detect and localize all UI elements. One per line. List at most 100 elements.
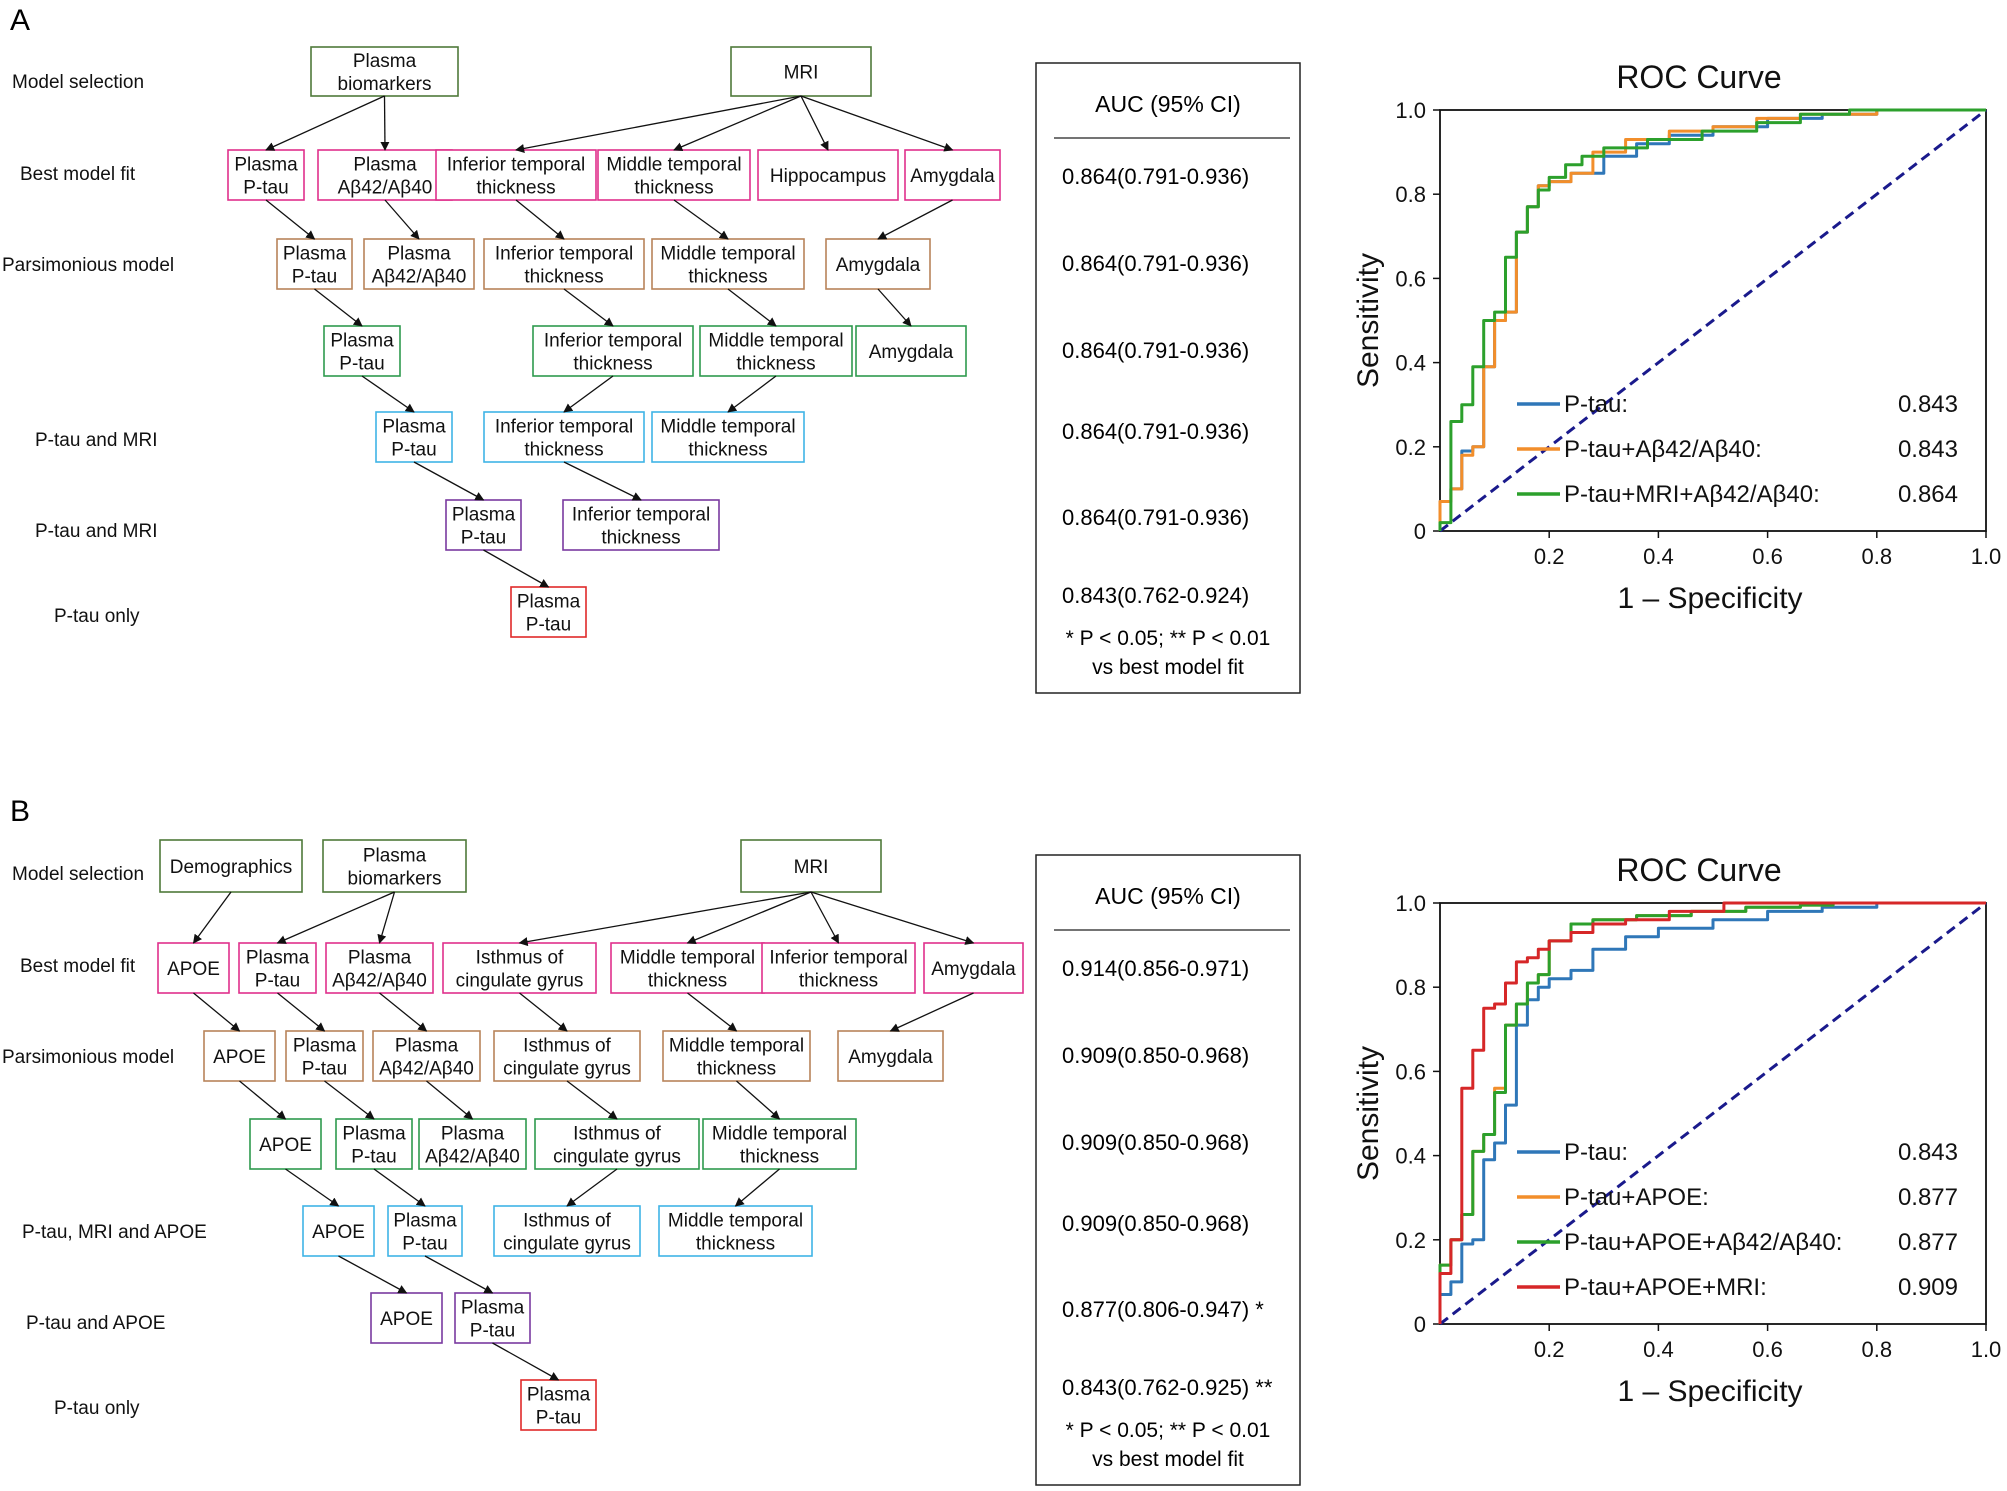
- flow-arrow: [736, 1080, 781, 1120]
- flow-arrow: [727, 288, 777, 327]
- flow-arrow: [686, 891, 812, 945]
- flow-node-label: Aβ42/Aβ40: [425, 1147, 520, 1168]
- flow-node: Amygdala: [904, 149, 1001, 201]
- flow-arrow: [265, 199, 316, 240]
- flow-node-label: P-tau: [302, 1059, 347, 1080]
- auc-row: 0.914(0.856-0.971): [1062, 956, 1249, 981]
- legend-auc: 0.877: [1898, 1229, 1958, 1256]
- legend-label: P-tau+APOE+Aβ42/Aβ40:: [1564, 1229, 1842, 1256]
- auc-row: 0.864(0.791-0.936): [1062, 419, 1249, 444]
- flow-node: Demographics: [159, 839, 303, 893]
- flow-node-label: Plasma: [283, 244, 347, 265]
- roc-series-line: [1438, 108, 1986, 531]
- roc-chart-a: ROC Curve 0 0.2 0.4 0.6 0.8 1.0 0.2 0.4 0.6 0.8 1.0…: [1352, 59, 2001, 615]
- roc-chart-b: ROC Curve 0 0.2 0.4 0.6 0.8 1.0 0.2 0.4 0.6 0.8 1.0…: [1352, 852, 2001, 1408]
- flow-node-box: [418, 1118, 527, 1170]
- flow-node-label: thickness: [573, 354, 652, 375]
- flow-node-box: [651, 238, 805, 290]
- legend-auc: 0.864: [1898, 481, 1958, 508]
- y-tick-label: 1.0: [1395, 891, 1426, 916]
- flow-node: APOE: [203, 1030, 276, 1082]
- flow-node-label: Plasma: [363, 846, 427, 867]
- flow-node-label: Aβ42/Aβ40: [332, 971, 427, 992]
- flow-node-label: Aβ42/Aβ40: [372, 267, 467, 288]
- flow-arrow: [877, 288, 912, 327]
- auc-header: AUC (95% CI): [1095, 883, 1241, 909]
- flow-arrow: [361, 375, 415, 413]
- auc-row: 0.909(0.850-0.968): [1062, 1130, 1249, 1155]
- flow-node-label: thickness: [740, 1147, 819, 1168]
- flow-node-box: [454, 1292, 531, 1344]
- flow-node-label: Inferior temporal: [495, 244, 633, 265]
- roc-series-line: [1438, 901, 1986, 1324]
- flow-arrow: [800, 95, 829, 151]
- flow-arrow: [192, 891, 232, 944]
- flow-node-label: thickness: [688, 440, 767, 461]
- plot-frame: [1439, 109, 1987, 532]
- auc-row: 0.864(0.791-0.936): [1062, 251, 1249, 276]
- flow-node-box: [662, 1030, 811, 1082]
- row-labels-a: Model selection Best model fit Parsimoni…: [2, 72, 174, 627]
- roc-series-line: [1438, 901, 1986, 1324]
- auc-header: AUC (95% CI): [1095, 91, 1241, 117]
- flow-arrow: [276, 891, 395, 944]
- flow-node-box: [363, 238, 475, 290]
- flow-node-label: biomarkers: [338, 74, 432, 95]
- flow-node-label: Plasma: [348, 948, 412, 969]
- x-tick-label: 1.0: [1971, 544, 2002, 569]
- flow-arrow: [566, 1080, 618, 1120]
- y-tick-label: 0.6: [1395, 266, 1426, 291]
- flow-arrow: [518, 891, 812, 947]
- row-label-step5: P-tau and APOE: [26, 1313, 165, 1334]
- auc-row: 0.864(0.791-0.936): [1062, 164, 1249, 189]
- flow-node-label: P-tau: [402, 1234, 447, 1255]
- flow-arrow: [673, 199, 729, 240]
- row-label-ptau-only: P-tau only: [54, 606, 140, 627]
- flow-node-label: thickness: [799, 971, 878, 992]
- flow-node-label: Plasma: [452, 505, 516, 526]
- y-tick-label: 0: [1414, 1312, 1426, 1337]
- flow-node-label: Middle temporal: [660, 244, 795, 265]
- flow-node: APOE: [157, 942, 230, 994]
- flow-node-label: Plasma: [387, 244, 451, 265]
- flow-node-label: Aβ42/Aβ40: [379, 1059, 474, 1080]
- flow-node-label: Plasma: [395, 1036, 459, 1057]
- y-tick-label: 0: [1414, 519, 1426, 544]
- y-axis-label: Sensitivity: [1352, 253, 1385, 388]
- flow-node-label: Inferior temporal: [769, 948, 907, 969]
- flow-arrow: [515, 199, 565, 240]
- flow-arrow: [566, 1168, 618, 1207]
- flow-node-box: [699, 325, 853, 377]
- flow-arrow: [673, 95, 802, 151]
- flow-node-label: thickness: [688, 267, 767, 288]
- auc-table-border: [1035, 62, 1301, 694]
- flow-node-label: Hippocampus: [770, 166, 886, 187]
- legend-label: P-tau:: [1564, 391, 1628, 418]
- legend-entry: P-tau+APOE: 0.877: [1517, 1184, 1958, 1211]
- reference-diagonal: [1439, 108, 1987, 533]
- flow-node: MRI: [730, 46, 872, 97]
- flow-node-label: Isthmus of: [476, 948, 564, 969]
- flow-node-box: [445, 499, 522, 551]
- legend-auc: 0.843: [1898, 1139, 1958, 1166]
- flow-arrow: [426, 1080, 474, 1120]
- flow-arrow: [277, 992, 326, 1032]
- flow-node: Hippocampus: [757, 149, 899, 201]
- row-label-parsimonious: Parsimonious model: [2, 1047, 174, 1068]
- flow-node-label: Plasma: [353, 51, 417, 72]
- flow-node-label: Amygdala: [931, 959, 1016, 980]
- flow-arrow: [563, 461, 642, 501]
- flow-node-label: cingulate gyrus: [456, 971, 584, 992]
- flow-node-label: APOE: [213, 1047, 266, 1068]
- flow-node-label: thickness: [524, 267, 603, 288]
- flow-node-label: Inferior temporal: [495, 417, 633, 438]
- y-tick-label: 0.2: [1395, 1228, 1426, 1253]
- flow-node-box: [285, 1030, 364, 1082]
